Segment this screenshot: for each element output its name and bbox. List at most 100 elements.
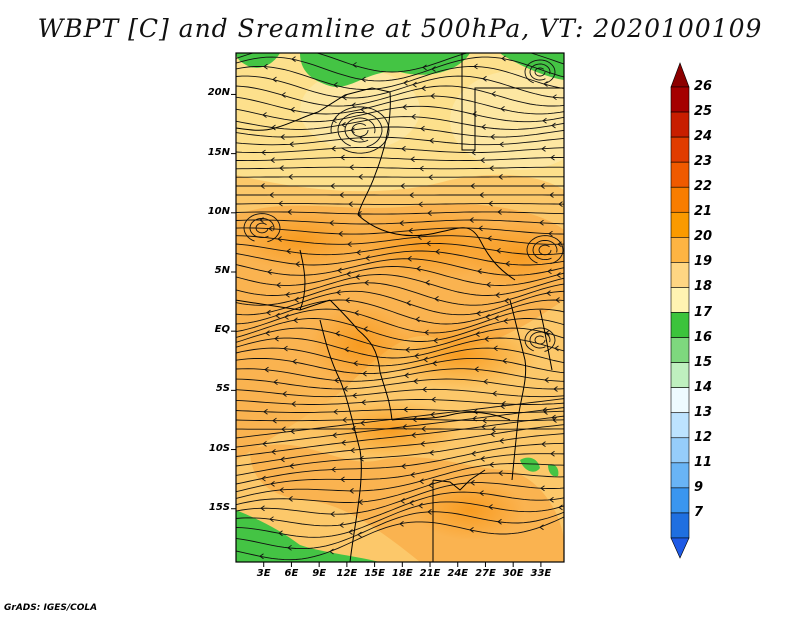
colorbar-swatch [670, 211, 690, 238]
streamline [236, 166, 564, 170]
streamline [236, 472, 564, 506]
streamline-arrow [475, 331, 480, 337]
streamline-arrow [539, 524, 544, 531]
streamline-arrow [403, 80, 408, 86]
lon-label: 30E [502, 568, 524, 579]
streamline-arrow [401, 145, 406, 152]
streamline-arrow [545, 329, 550, 336]
streamline-arrow [426, 240, 431, 247]
lat-label: 20N [207, 87, 230, 99]
streamline-arrow [362, 370, 367, 377]
streamline-arrow [363, 326, 368, 332]
streamline-arrow [262, 112, 267, 118]
streamline [236, 318, 564, 342]
streamline [236, 337, 564, 359]
streamline-arrow [541, 145, 546, 152]
colorbar-swatch [670, 462, 690, 489]
streamline [236, 53, 564, 73]
streamline [236, 399, 564, 405]
streamline [236, 347, 564, 367]
streamline-arrow [542, 117, 547, 124]
streamline-arrow [558, 504, 563, 511]
streamline-arrow [344, 346, 349, 353]
streamline-arrow [469, 527, 474, 533]
streamline-arrow [341, 122, 346, 128]
streamline-arrow [429, 137, 434, 144]
streamline-arrow [424, 329, 429, 336]
lon-label: 3E [256, 568, 271, 579]
streamline-arrow [348, 201, 353, 207]
streamline-arrow [484, 336, 489, 342]
streamline-arrow [332, 432, 337, 439]
streamline-arrow [554, 345, 559, 352]
colorbar-label: 22 [694, 179, 713, 195]
streamline-arrow [291, 56, 296, 62]
streamline-arrow [290, 106, 295, 113]
streamline-arrow [259, 553, 264, 560]
streamline [236, 146, 564, 154]
streamline-arrow [470, 479, 475, 486]
streamline [236, 415, 564, 457]
colorbar-bottom-arrow [670, 537, 690, 559]
lon-label: 18E [391, 568, 413, 579]
streamline-arrow [278, 200, 283, 207]
streamline [534, 335, 546, 345]
streamline-arrow [402, 104, 407, 110]
streamline-arrow [342, 417, 347, 423]
streamline-arrow [400, 183, 405, 189]
streamline-arrow [422, 64, 427, 71]
colorbar-swatch [670, 262, 690, 288]
lat-label: 5S [215, 383, 230, 395]
streamline [236, 327, 564, 351]
streamline-arrow [287, 544, 292, 551]
colorbar-top-arrow [670, 62, 690, 88]
streamline [236, 250, 564, 266]
streamline-arrow [340, 154, 345, 161]
streamline [344, 117, 376, 143]
streamline-arrow [544, 377, 549, 383]
streamline-arrow [333, 408, 338, 415]
axis-ticks [231, 93, 542, 567]
streamline-arrow [274, 335, 279, 342]
streamline-arrow [360, 106, 365, 113]
streamline-arrow [425, 279, 430, 286]
streamline-arrow [271, 449, 276, 455]
streamline [330, 106, 390, 154]
streamline-arrow [482, 75, 487, 82]
streamline-arrow [279, 165, 284, 171]
streamline-arrow [434, 295, 439, 302]
streamline [236, 442, 564, 485]
streamline-arrow [490, 134, 495, 140]
streamline-arrow [485, 313, 490, 320]
streamline-arrow [281, 92, 286, 98]
lat-label: 15S [208, 501, 230, 513]
streamline-arrow [420, 125, 425, 132]
colorbar-swatch [670, 387, 690, 414]
colorbar-label: 26 [694, 79, 713, 94]
lon-label: 24E [447, 568, 469, 579]
streamline [236, 235, 564, 245]
streamline-arrow [330, 511, 335, 517]
streamline-arrow [504, 297, 509, 304]
colorbar-label: 23 [694, 154, 713, 170]
colorbar-swatch [670, 487, 690, 514]
colorbar-label: 13 [694, 404, 713, 420]
streamline [526, 235, 564, 265]
streamline-arrow [419, 478, 424, 485]
streamline-arrow [267, 269, 272, 275]
colorbar-swatch [670, 136, 690, 163]
streamline-arrow [354, 310, 359, 316]
streamline-arrow [476, 310, 481, 317]
streamline-arrow [500, 106, 505, 112]
streamline-arrow [269, 516, 274, 523]
streamline-arrow [272, 417, 277, 424]
streamline [236, 463, 564, 499]
streamline-arrow [553, 386, 558, 392]
streamline-arrow [471, 149, 476, 156]
colorbar-label: 11 [694, 454, 713, 470]
streamline [236, 258, 564, 276]
streamline-arrow [263, 408, 268, 415]
streamline-arrow [479, 192, 484, 198]
colorbar-swatch [670, 111, 690, 138]
lat-label: EQ [214, 324, 230, 336]
